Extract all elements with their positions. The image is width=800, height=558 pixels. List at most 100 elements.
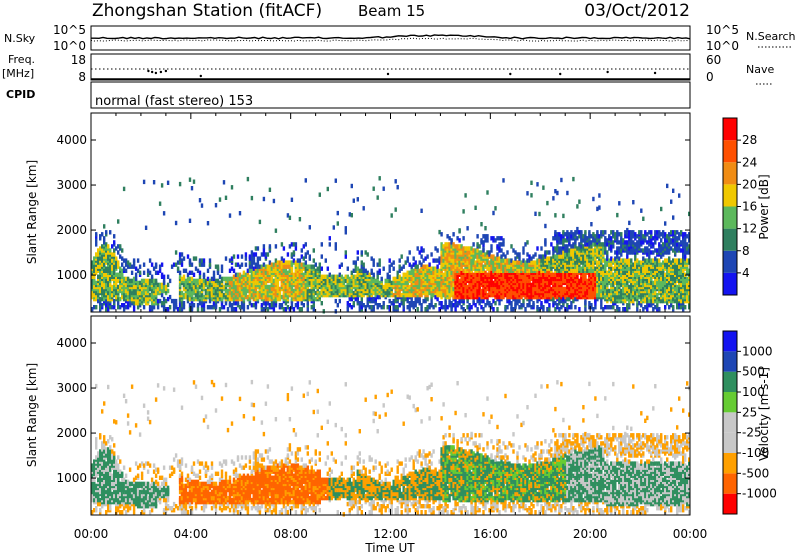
heatmap-cell	[185, 269, 187, 273]
heatmap-cell	[183, 305, 185, 309]
heatmap-cell	[570, 305, 572, 309]
heatmap-cell	[275, 244, 277, 248]
heatmap-cell	[207, 269, 209, 273]
heatmap-cell	[151, 263, 153, 267]
heatmap-cell	[305, 178, 307, 182]
heatmap-cell	[335, 179, 337, 183]
heatmap-cell	[169, 295, 171, 299]
heatmap-cell	[329, 236, 331, 240]
heatmap-cell	[355, 260, 357, 264]
heatmap-cell	[183, 256, 185, 260]
heatmap-cell	[309, 254, 311, 258]
heatmap-cell	[201, 203, 203, 207]
heatmap-cell	[548, 303, 550, 307]
heatmap-cell	[237, 254, 239, 258]
heatmap-cell	[209, 258, 211, 262]
heatmap-cell	[518, 252, 520, 256]
heatmap-cell	[299, 217, 301, 221]
heatmap-cell	[149, 258, 151, 262]
heatmap-cell	[403, 305, 405, 309]
heatmap-cell	[616, 213, 618, 217]
heatmap-cell	[321, 254, 323, 258]
heatmap-cell	[247, 305, 249, 309]
heatmap-cell	[291, 198, 293, 202]
heatmap-cell	[255, 252, 257, 256]
heatmap-cell	[530, 181, 532, 185]
heatmap-cell	[335, 242, 337, 246]
heatmap-cell	[167, 181, 169, 185]
heatmap-cell	[458, 238, 460, 242]
heatmap-cell	[95, 238, 97, 242]
heatmap-cell	[193, 273, 195, 277]
heatmap-cell	[606, 250, 608, 254]
heatmap-cell	[153, 305, 155, 309]
heatmap-cell	[462, 236, 464, 240]
heatmap-cell	[536, 246, 538, 250]
heatmap-cell	[462, 307, 464, 311]
heatmap-cell	[131, 271, 133, 275]
heatmap-cell	[101, 232, 103, 236]
heatmap-cell	[133, 307, 135, 311]
heatmap-cell	[117, 301, 119, 305]
heatmap-cell	[113, 240, 115, 244]
heatmap-cell	[307, 307, 309, 311]
heatmap-cell	[411, 297, 413, 301]
heatmap-cell	[175, 299, 177, 303]
heatmap-cell	[454, 307, 456, 311]
heatmap-cell	[145, 226, 147, 230]
nave-dot	[151, 71, 153, 73]
heatmap-cell	[576, 204, 578, 208]
heatmap-cell	[345, 230, 347, 234]
heatmap-cell	[399, 258, 401, 262]
nave-dot	[200, 75, 202, 77]
noise-left-tick-bottom: 10^0	[53, 39, 86, 53]
heatmap-cell	[155, 263, 157, 267]
heatmap-cell	[177, 267, 179, 271]
heatmap-cell	[381, 277, 383, 281]
nsearch-label: N.Search	[746, 30, 796, 43]
heatmap-cell	[313, 258, 315, 262]
heatmap-cell	[305, 242, 307, 246]
heatmap-cell	[526, 240, 528, 244]
heatmap-cell	[600, 301, 602, 305]
heatmap-cell	[383, 301, 385, 305]
heatmap-cell	[203, 258, 205, 262]
heatmap-cell	[478, 244, 480, 248]
heatmap-cell	[105, 230, 107, 234]
heatmap-cell	[179, 271, 181, 275]
nave-dot	[509, 73, 511, 75]
heatmap-cell	[550, 242, 552, 246]
heatmap-cell	[357, 197, 359, 201]
heatmap-cell	[225, 256, 227, 260]
heatmap-cell	[109, 248, 111, 252]
heatmap-cell	[391, 213, 393, 217]
heatmap-cell	[295, 246, 297, 250]
heatmap-cell	[470, 305, 472, 309]
heatmap-cell	[604, 230, 606, 234]
nsky-label: N.Sky	[4, 32, 36, 45]
heatmap-cell	[383, 187, 385, 191]
heatmap-cell	[247, 177, 249, 181]
heatmap-cell	[417, 307, 419, 311]
heatmap-cell	[580, 230, 582, 234]
heatmap-cell	[604, 246, 606, 250]
heatmap-cell	[245, 252, 247, 256]
heatmap-cell	[103, 224, 105, 228]
heatmap-cell	[373, 305, 375, 309]
heatmap-cell	[440, 301, 442, 305]
heatmap-cell	[522, 250, 524, 254]
heatmap-cell	[450, 238, 452, 242]
heatmap-cell	[95, 305, 97, 309]
station-title: Zhongshan Station (fitACF)	[92, 1, 322, 21]
heatmap-cell	[534, 212, 536, 216]
heatmap-cell	[161, 293, 163, 297]
heatmap-cell	[347, 267, 349, 271]
heatmap-cell	[183, 301, 185, 305]
heatmap-cell	[413, 256, 415, 260]
heatmap-cell	[474, 303, 476, 307]
heatmap-cell	[327, 267, 329, 271]
nave-dot	[559, 73, 561, 75]
heatmap-cell	[436, 265, 438, 269]
freq-right-tick-bottom: 0	[706, 70, 714, 84]
noise-left-tick-top: 10^5	[53, 23, 86, 37]
